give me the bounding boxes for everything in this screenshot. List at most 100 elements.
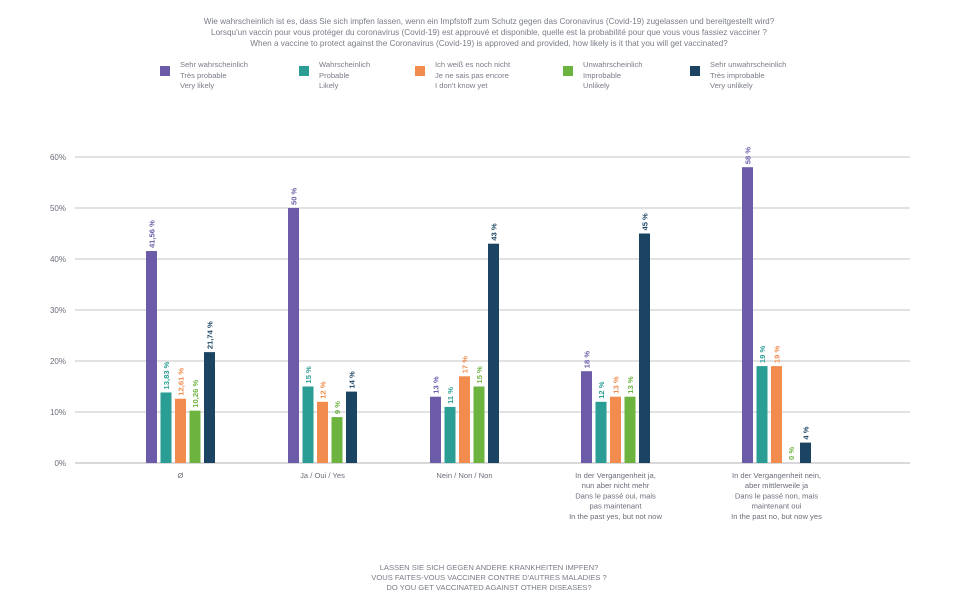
data-label: 12 % [597,381,606,399]
x-axis-title-line: VOUS FAITES-VOUS VACCINER CONTRE D'AUTRE… [371,573,607,583]
bar [302,386,314,463]
x-axis-title: LASSEN SIE SICH GEGEN ANDERE KRANKHEITEN… [0,563,978,594]
bar [146,251,157,463]
bar [473,386,485,463]
data-label: 10,26 % [191,380,200,408]
bar [595,401,607,463]
bar [175,398,186,463]
bar [346,391,357,463]
data-label: 21,74 % [206,321,215,349]
legend-item-likely: Wahrscheinlich Probable Likely [299,60,370,92]
legend-swatch [160,66,170,76]
data-label: 18 % [583,351,592,369]
data-label: 0 % [787,447,796,460]
legend-label-en: Unlikely [583,81,610,90]
title-line-de: Wie wahrscheinlich ist es, dass Sie sich… [203,17,775,26]
legend-label-de: Ich weiß es noch nicht [435,60,511,69]
bar [800,442,811,463]
x-tick-label: pas maintenant [590,502,643,511]
bar [204,352,215,463]
data-label: 12 % [319,381,328,399]
legend-swatch [563,66,573,76]
legend-swatch [415,66,425,76]
x-tick-label: Ø [178,471,184,480]
data-label: 45 % [641,213,650,231]
x-tick-label: Dans le passé non, mais [735,491,818,500]
data-label: 4 % [802,426,811,439]
x-tick-label: nun aber nicht mehr [582,481,650,490]
y-tick-label: 40% [50,255,66,264]
data-label: 58 % [744,147,753,165]
legend-label-en: I don't know yet [435,81,488,90]
legend-label-fr: Très probable [180,70,227,80]
x-tick-label: Ja / Oui / Yes [300,471,345,480]
legend-label-fr: Très improbable [710,70,765,80]
data-label: 17 % [461,356,470,374]
x-tick-label: Nein / Non / Non [436,471,492,480]
data-label: 43 % [490,223,499,241]
bar [610,396,621,463]
data-label: 19 % [758,346,767,364]
x-axis-title-line: LASSEN SIE SICH GEGEN ANDERE KRANKHEITEN… [379,563,599,572]
data-label: 15 % [304,366,313,384]
y-tick-label: 30% [50,306,66,315]
x-tick-label: aber mittlerweile ja [745,481,809,490]
bar [488,243,499,463]
data-label: 15 % [475,366,484,384]
bar [771,366,782,463]
legend-label-de: Sehr unwahrscheinlich [710,60,787,69]
legend-label-en: Very likely [180,81,215,90]
legend-label-fr: Probable [319,70,350,80]
bar [430,396,441,463]
bar [331,417,343,463]
bar [160,392,172,463]
legend-item-very-likely: Sehr wahrscheinlich Très probable Very l… [160,60,248,92]
bar [639,233,650,463]
x-tick-label: maintenant oui [752,502,802,511]
bar [189,410,201,463]
y-tick-label: 50% [50,204,66,213]
title-line-en: When a vaccine to protect against the Co… [250,39,728,48]
bar [459,376,470,463]
data-label: 14 % [348,371,357,389]
y-tick-label: 0% [54,459,66,468]
x-tick-label: In the past yes, but not now [569,512,662,521]
legend-label-de: Wahrscheinlich [319,60,371,69]
legend-label-de: Unwahrscheinlich [583,60,643,69]
y-tick-label: 10% [50,408,66,417]
data-label: 12,61 % [177,368,186,396]
data-label: 13 % [612,376,621,394]
data-label: 41,56 % [148,220,157,248]
bar [624,396,636,463]
legend-label-fr: Je ne sais pas encore [435,70,509,80]
bar [756,366,768,463]
bar [444,406,456,463]
data-label: 19 % [773,346,782,364]
data-label: 13 % [432,376,441,394]
legend-item-very-unlikely: Sehr unwahrscheinlich Très improbable Ve… [690,60,786,92]
legend-item-dont-know: Ich weiß es noch nicht Je ne sais pas en… [415,60,510,92]
x-tick-label: In der Vergangenheit ja, [575,471,656,480]
bar [288,208,299,463]
bar [581,371,592,463]
data-label: 9 % [333,401,342,414]
data-label: 50 % [290,187,299,205]
legend-label-en: Likely [319,81,339,90]
title-line-fr: Lorsqu'un vaccin pour vous protéger du c… [211,28,767,37]
legend-label-en: Very unlikely [710,81,753,90]
legend-label-fr: Improbable [583,70,621,80]
x-axis-title-line: DO YOU GET VACCINATED AGAINST OTHER DISE… [386,583,592,593]
legend-label-de: Sehr wahrscheinlich [180,60,248,69]
legend-swatch [299,66,309,76]
bar [742,167,753,463]
x-tick-label: Dans le passé oui, mais [575,491,656,500]
data-label: 11 % [446,387,455,404]
data-label: 13,83 % [162,361,171,389]
y-tick-label: 60% [50,153,66,162]
chart-title: Wie wahrscheinlich ist es, dass Sie sich… [0,16,978,49]
legend-swatch [690,66,700,76]
x-tick-label: In the past no, but now yes [731,512,822,521]
x-tick-label: In der Vergangenheit nein, [732,471,821,480]
y-tick-label: 20% [50,357,66,366]
